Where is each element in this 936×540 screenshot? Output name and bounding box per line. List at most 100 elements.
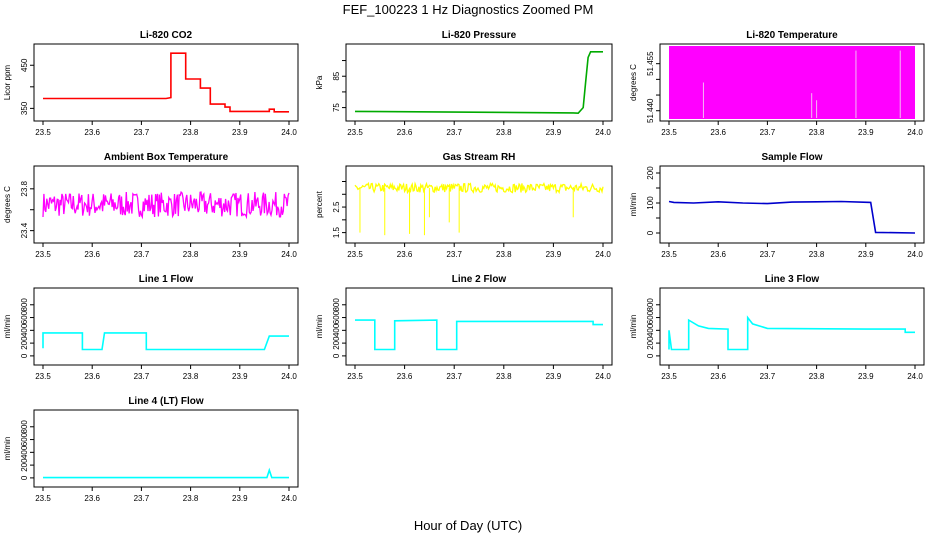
x-tick-label: 24.0: [281, 494, 297, 503]
x-tick-label: 23.5: [35, 494, 51, 503]
y-tick-label: 600: [646, 310, 655, 324]
y-tick-label: 51.440: [646, 98, 655, 123]
x-tick-label: 23.7: [446, 250, 462, 259]
x-tick-label: 23.6: [84, 494, 100, 503]
x-tick-label: 23.7: [760, 128, 776, 137]
data-line: [355, 319, 603, 351]
y-tick-label: 200: [646, 166, 655, 180]
plot-frame: [33, 409, 299, 488]
x-tick-label: 23.6: [397, 372, 413, 381]
panel-2: Li-820 Temperature 23.5 23.6 23.7 23.8 23.9 24…: [629, 30, 925, 137]
x-tick-label: 23.5: [661, 250, 677, 259]
x-tick-label: 23.6: [84, 250, 100, 259]
plot-frame: [659, 165, 925, 244]
panel-title: Li-820 Temperature: [746, 30, 838, 41]
x-tick-label: 24.0: [907, 128, 923, 137]
y-axis-label: percent: [315, 190, 324, 217]
x-tick-label: 23.8: [809, 372, 825, 381]
panel-3: Ambient Box Temperature 23.5 23.6 23.7 23.8 2…: [3, 152, 299, 259]
x-tick-label: 23.8: [809, 250, 825, 259]
x-tick-label: 23.6: [710, 128, 726, 137]
x-tick-label: 23.6: [84, 128, 100, 137]
x-tick-label: 23.9: [546, 250, 562, 259]
y-tick-label: 400: [646, 323, 655, 337]
x-tick-label: 23.8: [183, 372, 199, 381]
x-tick-label: 23.9: [858, 372, 874, 381]
y-tick-label: 200: [332, 336, 341, 350]
panel-6: Line 1 Flow 23.5 23.6 23.7 23.8 23.9 24.0 0 2004…: [3, 274, 299, 381]
y-tick-label: 0: [646, 353, 655, 358]
y-tick-label: 100: [646, 196, 655, 210]
panel-0: Li-820 CO2 23.5 23.6 23.7 23.8 23.9 24.0 350 450…: [3, 30, 299, 137]
x-tick-label: 23.7: [134, 250, 150, 259]
x-tick-label: 24.0: [281, 128, 297, 137]
data-line: [668, 315, 915, 351]
x-tick-label: 23.7: [134, 372, 150, 381]
x-tick-label: 23.7: [760, 250, 776, 259]
y-tick-label: 800: [646, 298, 655, 312]
x-axis-caption: Hour of Day (UTC): [413, 518, 523, 533]
panel-title: Li-820 CO2: [140, 30, 193, 41]
x-tick-label: 23.6: [710, 372, 726, 381]
panel-title: Sample Flow: [761, 152, 822, 163]
data-line: [354, 181, 604, 195]
data-line: [42, 332, 289, 351]
panel-title: Line 3 Flow: [765, 274, 820, 285]
x-tick-label: 23.8: [809, 128, 825, 137]
x-tick-label: 23.5: [661, 372, 677, 381]
y-tick-label: 600: [332, 310, 341, 324]
x-tick-label: 23.7: [134, 494, 150, 503]
x-tick-label: 23.9: [232, 372, 248, 381]
x-tick-label: 23.8: [496, 128, 512, 137]
panel-7: Line 2 Flow 23.5 23.6 23.7 23.8 23.9 24.0 0 2004…: [315, 274, 613, 381]
y-tick-label: 800: [20, 298, 29, 312]
x-tick-label: 23.9: [858, 128, 874, 137]
x-tick-label: 23.5: [347, 372, 363, 381]
y-tick-label: 450: [20, 58, 29, 72]
y-tick-label: 0: [20, 353, 29, 358]
x-tick-label: 23.7: [134, 128, 150, 137]
plot-frame: [33, 43, 299, 122]
y-tick-label: 23.8: [20, 180, 29, 196]
y-axis-label: degrees C: [629, 64, 638, 101]
panel-title: Gas Stream RH: [443, 152, 516, 163]
panel-title: Li-820 Pressure: [442, 30, 517, 41]
x-tick-label: 23.7: [446, 372, 462, 381]
y-tick-label: 600: [20, 432, 29, 446]
y-axis-label: kPa: [315, 75, 324, 89]
x-tick-label: 23.8: [183, 250, 199, 259]
plot-frame: [345, 287, 613, 366]
y-tick-label: 75: [332, 103, 341, 112]
y-tick-label: 800: [332, 298, 341, 312]
y-axis-label: degrees C: [3, 186, 12, 223]
x-tick-label: 23.9: [232, 250, 248, 259]
x-tick-label: 23.9: [546, 128, 562, 137]
x-tick-label: 23.5: [347, 128, 363, 137]
data-line: [42, 190, 290, 220]
y-axis-label: ml/min: [629, 315, 638, 339]
y-tick-label: 200: [646, 336, 655, 350]
y-tick-label: 0: [332, 353, 341, 358]
x-tick-label: 23.9: [232, 128, 248, 137]
x-tick-label: 23.9: [232, 494, 248, 503]
data-area: [669, 46, 915, 119]
y-tick-label: 1.5: [332, 227, 341, 239]
plot-frame: [33, 287, 299, 366]
x-tick-label: 24.0: [907, 372, 923, 381]
x-tick-label: 23.5: [35, 128, 51, 137]
plot-frame: [345, 165, 613, 244]
x-tick-label: 23.6: [397, 250, 413, 259]
data-line: [668, 200, 916, 234]
y-tick-label: 200: [20, 458, 29, 472]
y-tick-label: 2.5: [332, 201, 341, 213]
y-tick-label: 0: [646, 230, 655, 235]
y-axis-label: ml/min: [629, 193, 638, 217]
y-tick-label: 400: [20, 445, 29, 459]
page-title: FEF_100223 1 Hz Diagnostics Zoomed PM: [342, 2, 594, 17]
x-tick-label: 24.0: [281, 250, 297, 259]
y-tick-label: 800: [20, 420, 29, 434]
panel-5: Sample Flow 23.5 23.6 23.7 23.8 23.9 24.0 0 100 2…: [629, 152, 925, 259]
x-tick-label: 23.8: [183, 128, 199, 137]
x-tick-label: 23.6: [397, 128, 413, 137]
